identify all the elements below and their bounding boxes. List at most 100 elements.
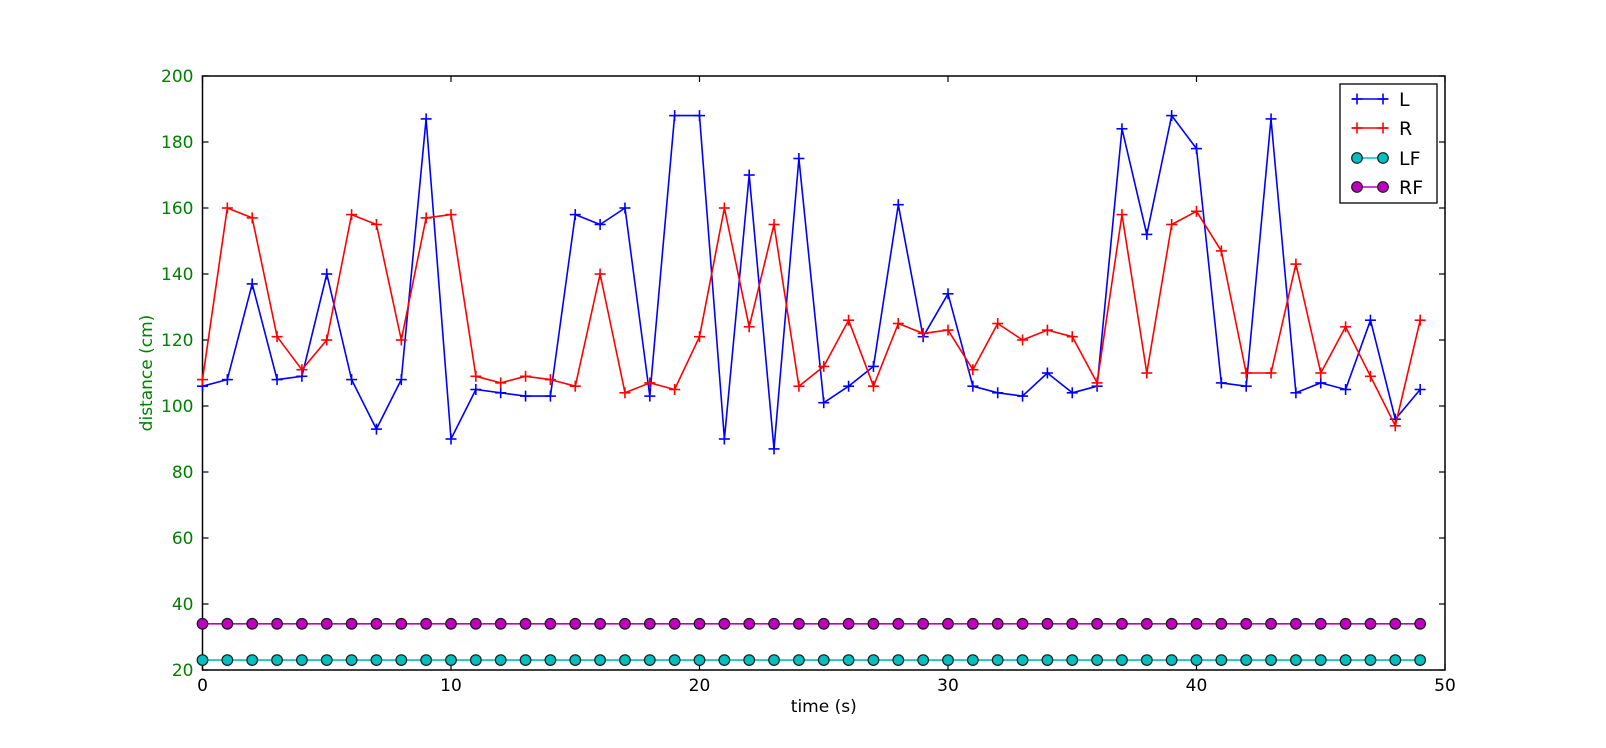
circle-marker-icon [1041, 617, 1054, 630]
circle-marker-icon [743, 617, 756, 630]
circle-marker-icon [1339, 654, 1352, 666]
circle-marker-icon [718, 654, 731, 666]
x-tick-label: 20 [689, 676, 711, 696]
circle-marker-icon [768, 617, 780, 630]
circle-marker-icon [892, 654, 905, 666]
circle-marker-icon [1339, 617, 1352, 630]
circle-marker-icon [569, 654, 582, 666]
legend-entry-R: R [1351, 118, 1412, 140]
y-tick-label: 80 [172, 463, 194, 483]
circle-marker-icon [1066, 617, 1079, 630]
x-tick-label: 40 [1186, 676, 1208, 696]
circle-marker-icon [842, 654, 855, 666]
circle-marker-icon [296, 617, 308, 630]
circle-marker-icon [320, 617, 333, 630]
circle-marker-icon [1215, 654, 1228, 666]
y-tick-label: 140 [161, 265, 193, 285]
circle-marker-icon [271, 617, 283, 630]
circle-marker-icon [1314, 617, 1327, 630]
circle-marker-icon [1240, 654, 1253, 666]
legend-entry-L: L [1351, 89, 1410, 111]
x-tick-label: 50 [1434, 676, 1456, 696]
circle-marker-icon [1091, 617, 1103, 630]
circle-marker-icon [1351, 152, 1363, 164]
circle-marker-icon [966, 654, 979, 666]
circle-marker-icon [1377, 181, 1389, 193]
circle-marker-icon [1414, 654, 1427, 666]
x-tick-label: 30 [937, 676, 959, 696]
circle-marker-icon [221, 617, 234, 630]
circle-marker-icon [1041, 654, 1054, 666]
circle-marker-icon [569, 617, 582, 630]
circle-marker-icon [917, 617, 930, 630]
circle-marker-icon [1016, 617, 1029, 630]
y-tick-label: 40 [172, 595, 194, 615]
circle-marker-icon [370, 654, 383, 666]
circle-marker-icon [445, 617, 457, 630]
series-L [197, 110, 1426, 455]
circle-marker-icon [196, 617, 209, 630]
series-line-R [201, 207, 1421, 427]
circle-marker-icon [420, 617, 433, 630]
circle-marker-icon [594, 617, 606, 630]
circle-marker-icon [1289, 617, 1302, 630]
circle-marker-icon [1351, 181, 1363, 193]
circle-marker-icon [693, 654, 706, 666]
x-axis-label: time (s) [791, 697, 857, 717]
circle-marker-icon [296, 654, 308, 666]
circle-marker-icon [1116, 617, 1128, 630]
circle-marker-icon [1215, 617, 1228, 630]
circle-marker-icon [271, 654, 283, 666]
circle-marker-icon [1289, 654, 1302, 666]
circle-marker-icon [1265, 617, 1277, 630]
circle-marker-icon [991, 617, 1004, 630]
y-tick-label: 160 [161, 199, 193, 219]
legend-label-RF: RF [1399, 177, 1423, 199]
circle-marker-icon [768, 654, 780, 666]
circle-marker-icon [1116, 654, 1128, 666]
circle-marker-icon [1314, 654, 1327, 666]
circle-marker-icon [867, 654, 880, 666]
circle-marker-icon [718, 617, 731, 630]
circle-marker-icon [1389, 654, 1402, 666]
circle-marker-icon [420, 654, 433, 666]
circle-marker-icon [991, 654, 1004, 666]
y-tick-label: 100 [161, 397, 193, 417]
circle-marker-icon [370, 617, 383, 630]
circle-marker-icon [643, 654, 656, 666]
circle-marker-icon [494, 654, 507, 666]
series-RF [196, 617, 1427, 630]
circle-marker-icon [519, 654, 532, 666]
circle-marker-icon [345, 654, 358, 666]
circle-marker-icon [793, 654, 805, 666]
circle-marker-icon [1190, 654, 1203, 666]
y-tick-label: 60 [172, 529, 194, 549]
circle-marker-icon [1265, 654, 1277, 666]
circle-marker-icon [1066, 654, 1079, 666]
series-R [197, 202, 1426, 432]
circle-marker-icon [469, 654, 482, 666]
circle-marker-icon [519, 617, 532, 630]
circle-marker-icon [1140, 654, 1153, 666]
series-line-L [202, 114, 1421, 450]
y-tick-label: 200 [161, 67, 193, 87]
circle-marker-icon [469, 617, 482, 630]
circle-marker-icon [1414, 617, 1427, 630]
circle-marker-icon [1364, 654, 1377, 666]
circle-marker-icon [544, 654, 557, 666]
circle-marker-icon [917, 654, 930, 666]
circle-marker-icon [594, 654, 606, 666]
circle-marker-icon [793, 617, 805, 630]
circle-marker-icon [1091, 654, 1103, 666]
circle-marker-icon [693, 617, 706, 630]
circle-marker-icon [892, 617, 905, 630]
circle-marker-icon [246, 617, 259, 630]
circle-marker-icon [1165, 654, 1178, 666]
circle-marker-icon [1377, 152, 1389, 164]
circle-marker-icon [395, 617, 408, 630]
circle-marker-icon [668, 617, 681, 630]
series-LF [196, 654, 1427, 666]
circle-marker-icon [817, 617, 830, 630]
axis-ticks: 0 10 20 30 40 50 20 40 60 80 100 120 140 160 180 200 [161, 67, 1456, 696]
circle-marker-icon [842, 617, 855, 630]
